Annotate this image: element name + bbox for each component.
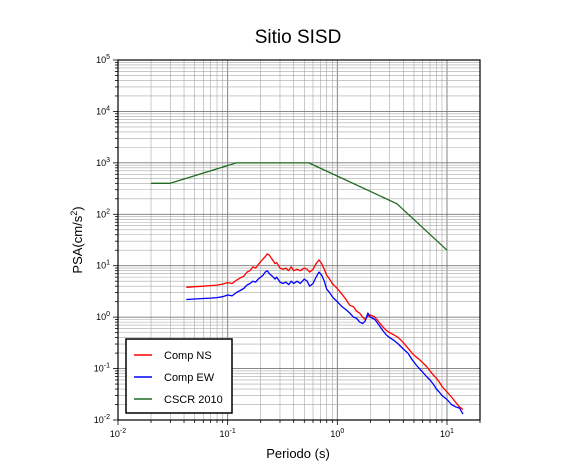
y-tick-label-base-4: 10 (96, 209, 106, 219)
y-tick-label-exp-0: -2 (104, 414, 110, 421)
y-tick-label-base-5: 10 (96, 158, 106, 168)
x-tick-label-0: 10-2 (110, 428, 126, 439)
y-tick-label-base-0: 10 (94, 415, 104, 425)
x-tick-label-3: 101 (440, 428, 454, 439)
x-tick-label-base-2: 10 (330, 429, 340, 439)
x-tick-label-2: 100 (330, 428, 344, 439)
y-tick-label-0: 10-2 (94, 414, 110, 425)
y-tick-label-exp-7: 5 (106, 54, 110, 61)
legend-label-0: Comp NS (164, 350, 212, 362)
y-tick-label-base-3: 10 (96, 261, 106, 271)
plot-frame (117, 59, 481, 421)
legend-label-2: CSCR 2010 (164, 394, 223, 406)
series-line-comp-ew (186, 270, 464, 415)
x-tick-label-exp-3: 1 (450, 428, 454, 435)
x-axis-label: Periodo (s) (266, 446, 330, 461)
x-tick-label-1: 10-1 (220, 428, 236, 439)
y-tick-label-1: 10-1 (94, 363, 110, 374)
y-tick-label-6: 104 (96, 105, 110, 116)
chart-title: Sitio SISD (255, 27, 342, 48)
y-tick-label-base-2: 10 (96, 312, 106, 322)
legend-label-1: Comp EW (164, 372, 215, 384)
y-tick-label-exp-3: 1 (106, 260, 110, 267)
x-tick-label-base-1: 10 (220, 429, 230, 439)
x-tick-label-exp-0: -2 (120, 428, 126, 435)
y-tick-label-exp-6: 4 (106, 105, 110, 112)
y-tick-label-4: 102 (96, 208, 110, 219)
x-tick-label-base-3: 10 (440, 429, 450, 439)
series-line-comp-ns (186, 253, 464, 411)
y-tick-label-7: 105 (96, 54, 110, 65)
y-tick-label-base-6: 10 (96, 106, 106, 116)
x-tick-label-base-0: 10 (110, 429, 120, 439)
y-axis-label-main: PSA(cm/s (70, 215, 85, 273)
x-tick-label-exp-1: -1 (230, 428, 236, 435)
legend: Comp NS Comp EW CSCR 2010 (125, 338, 233, 414)
series-layer (151, 162, 464, 415)
y-tick-label-3: 101 (96, 260, 110, 271)
y-axis-label-sup: 2 (69, 211, 79, 216)
y-tick-label-exp-1: -1 (104, 363, 110, 370)
y-tick-label-exp-5: 3 (106, 157, 110, 164)
series-line-cscr-2010 (151, 162, 448, 251)
y-axis-label-close: ) (70, 206, 85, 210)
legend-box (125, 338, 233, 414)
y-tick-label-base-7: 10 (96, 55, 106, 65)
y-tick-label-2: 100 (96, 311, 110, 322)
y-axis-label: PSA(cm/s2) (69, 206, 85, 273)
y-tick-label-exp-2: 0 (106, 311, 110, 318)
y-tick-label-exp-4: 2 (106, 208, 110, 215)
x-tick-label-exp-2: 0 (340, 428, 344, 435)
y-tick-label-5: 103 (96, 157, 110, 168)
y-tick-label-base-1: 10 (94, 364, 104, 374)
